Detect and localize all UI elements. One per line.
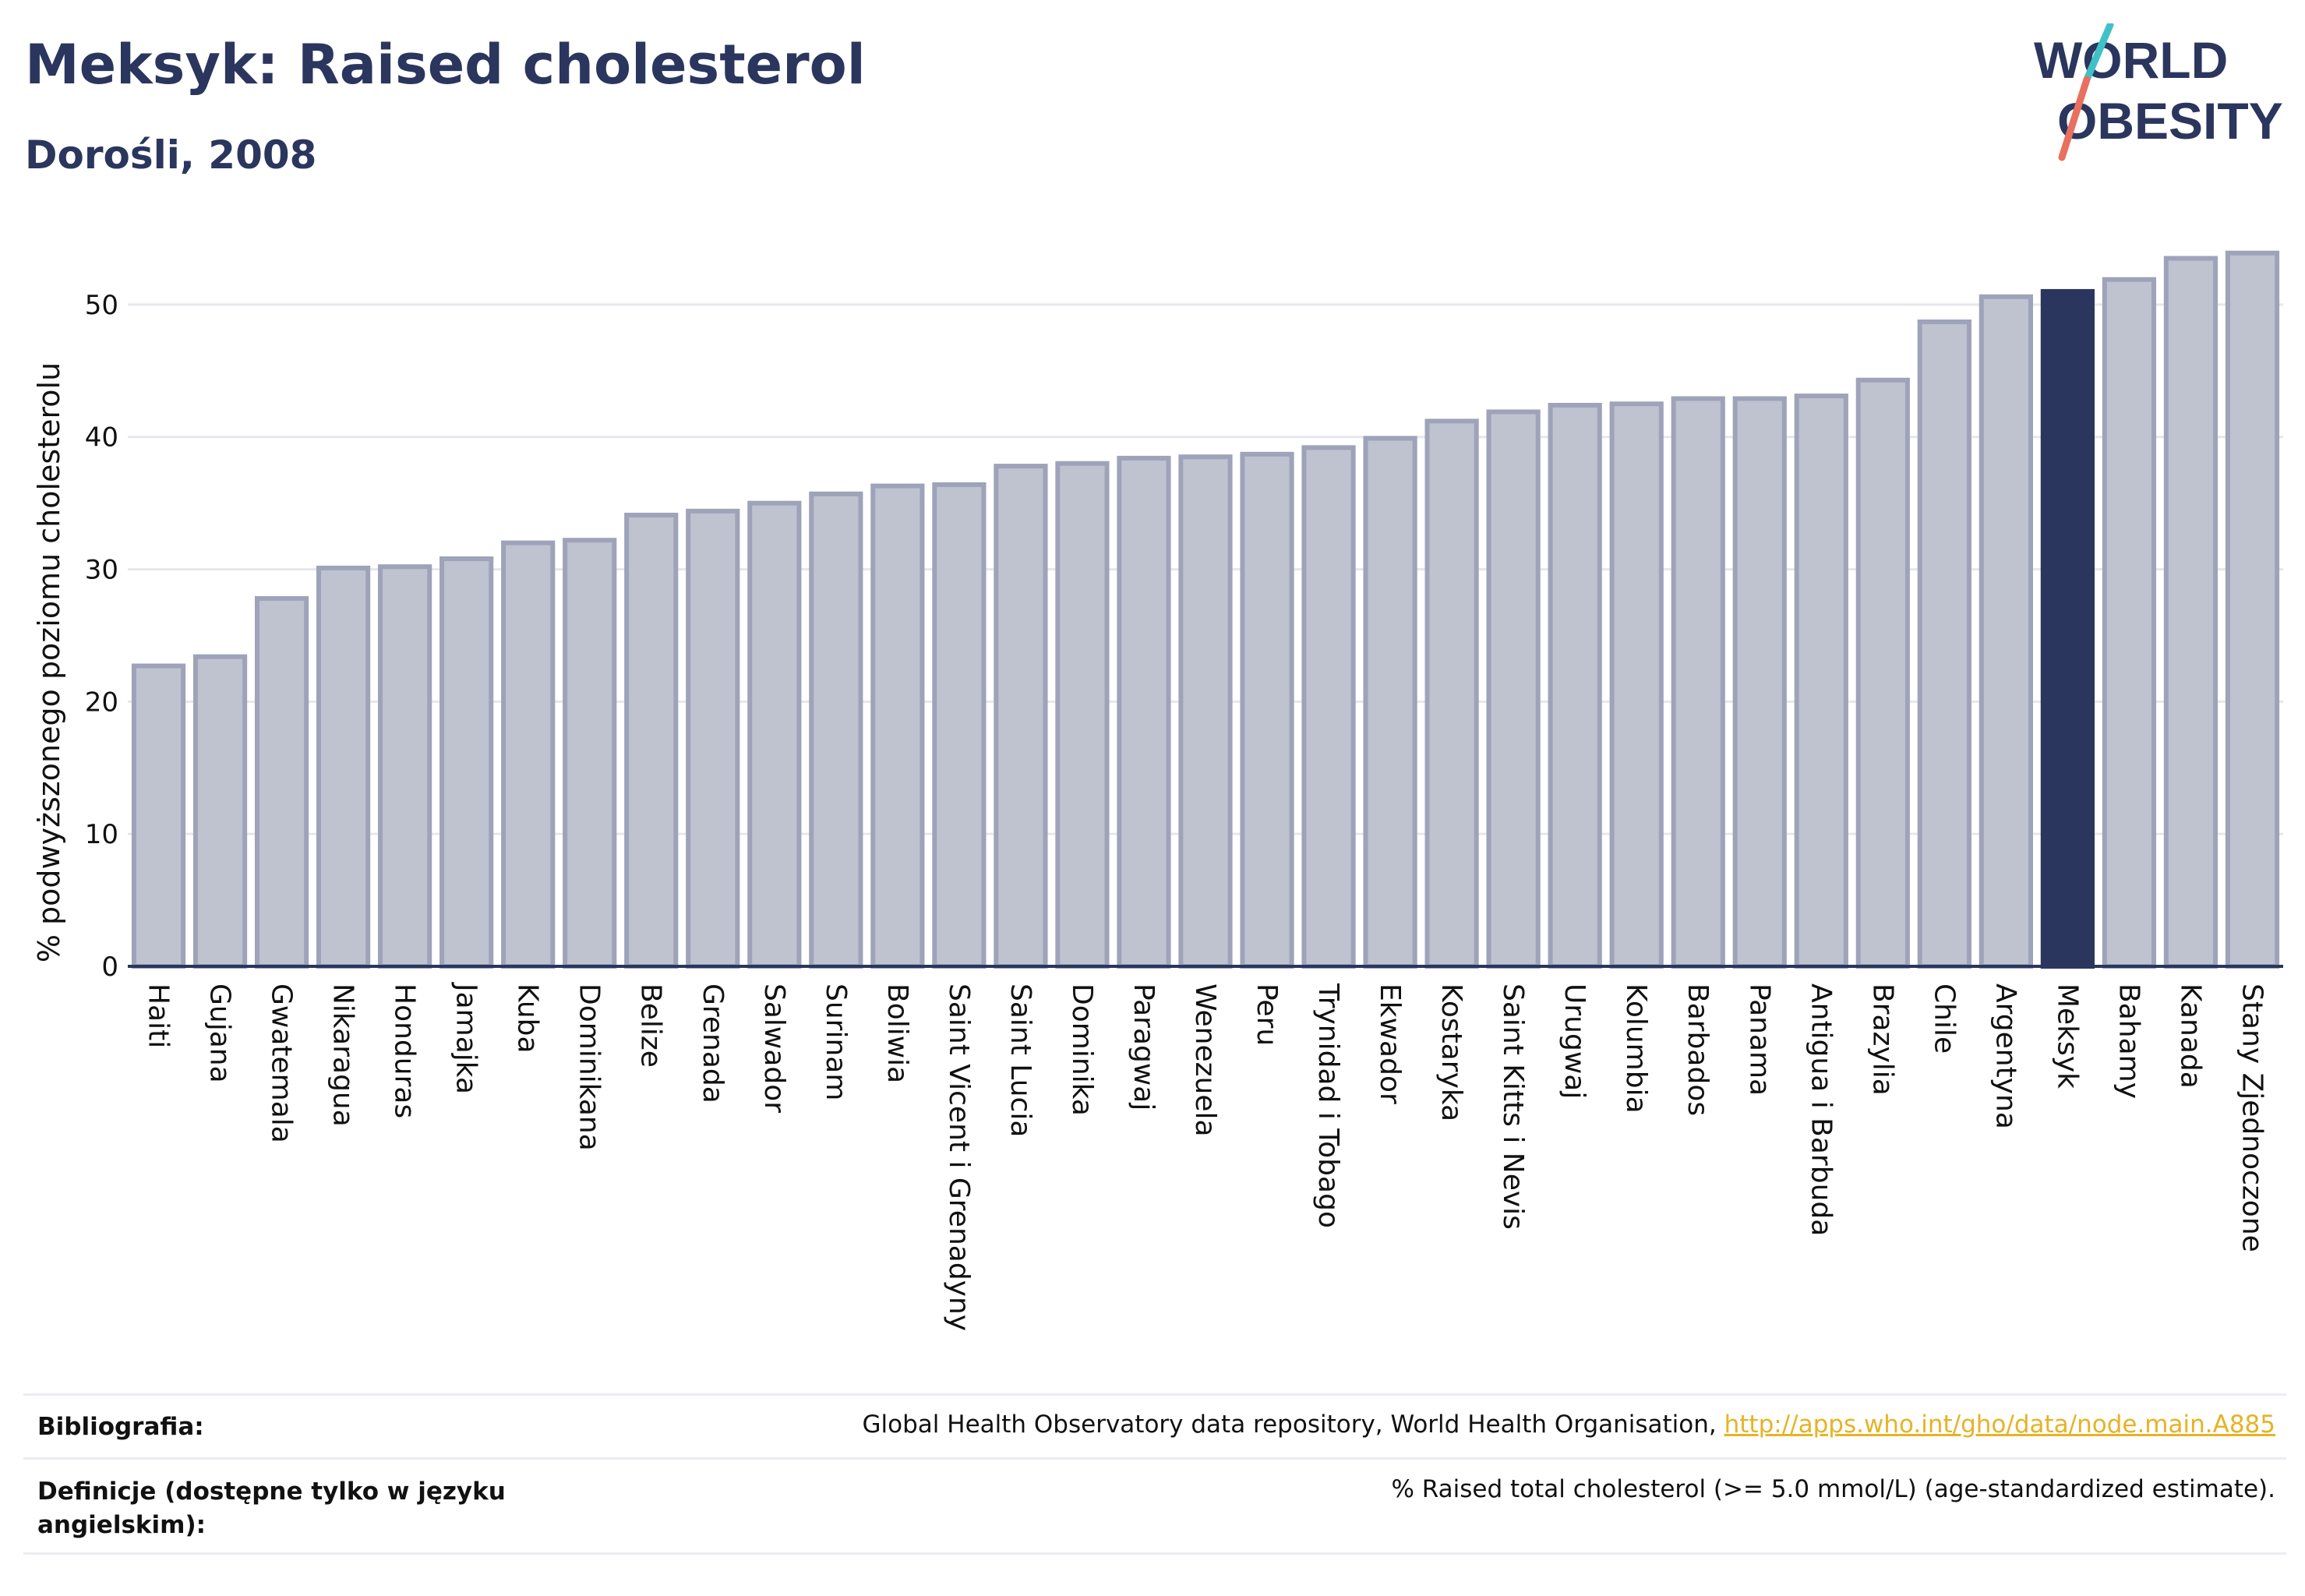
bars xyxy=(131,250,2280,969)
bar-stany-zjednoczone xyxy=(2225,250,2280,969)
x-tick-label: Saint Vicent i Grenadyny xyxy=(943,983,975,1331)
bar-brazylia xyxy=(1855,377,1910,969)
bar-antigua-i-barbuda xyxy=(1794,394,1848,969)
y-tick-label: 20 xyxy=(85,687,118,718)
y-tick-label: 30 xyxy=(85,555,118,586)
x-tick-label: Dominikana xyxy=(574,983,605,1151)
x-tick-label: Ekwador xyxy=(1374,983,1406,1104)
y-axis-label: % podwyższonego poziomu cholesterolu xyxy=(32,362,66,962)
x-tick-label: Argentyna xyxy=(1989,983,2021,1129)
x-tick-label: Dominika xyxy=(1066,983,1098,1116)
bar-gwatemala xyxy=(254,595,309,969)
bibliography-value: Global Health Observatory data repositor… xyxy=(863,1411,2275,1439)
bibliography-text: Global Health Observatory data repositor… xyxy=(862,1411,1724,1439)
x-tick-label: Grenada xyxy=(697,983,729,1103)
bar-panama xyxy=(1732,396,1787,969)
x-tick-label: Gujana xyxy=(204,983,236,1083)
bar-chart: % podwyższonego poziomu cholesterolu 0 10… xyxy=(32,250,2283,1331)
bar-urugwaj xyxy=(1548,402,1602,969)
bar-dominikana xyxy=(563,538,617,969)
x-tick-label: Urugwaj xyxy=(1558,983,1590,1099)
x-tick-label: Belize xyxy=(635,983,667,1068)
bar-grenada xyxy=(686,508,740,969)
y-tick-label: 10 xyxy=(85,819,118,850)
bar-jamajka xyxy=(439,556,494,969)
bar-kolumbia xyxy=(1609,401,1664,969)
logo-text-world: WORLD xyxy=(2034,31,2228,89)
bar-kostaryka xyxy=(1424,418,1479,969)
bar-bahamy xyxy=(2102,277,2157,969)
y-tick-label: 50 xyxy=(85,290,118,321)
x-tick-label: Jamajka xyxy=(450,982,482,1094)
bar-chile xyxy=(1917,319,1971,969)
x-tick-label: Honduras xyxy=(389,983,421,1118)
x-tick-label: Saint Kitts i Nevis xyxy=(1497,983,1529,1230)
bar-honduras xyxy=(378,564,432,969)
footer-divider xyxy=(23,1393,2286,1396)
bar-boliwia xyxy=(870,483,925,969)
x-tick-label: Brazylia xyxy=(1866,983,1898,1096)
y-tick-label: 0 xyxy=(101,952,118,983)
x-tick-label: Meksyk xyxy=(2051,983,2083,1089)
footer-divider xyxy=(23,1552,2286,1555)
y-tick-label: 40 xyxy=(85,422,118,454)
x-tick-label: Kostaryka xyxy=(1435,983,1467,1121)
bar-saint-lucia xyxy=(994,464,1048,969)
bar-saint-kitts-i-nevis xyxy=(1486,409,1541,969)
bar-belize xyxy=(624,512,679,969)
bar-gujana xyxy=(192,654,248,969)
chart-subtitle: Dorośli, 2008 xyxy=(25,132,317,178)
x-tick-label: Kanada xyxy=(2174,983,2206,1089)
x-tick-label: Salwador xyxy=(758,983,790,1113)
x-tick-label: Surinam xyxy=(820,983,852,1100)
logo-text-obesity: OBESITY xyxy=(2057,92,2283,150)
x-tick-label: Stany Zjednoczone xyxy=(2236,983,2268,1252)
definitions-value: % Raised total cholesterol (>= 5.0 mmol/… xyxy=(1391,1475,2275,1503)
x-tick-label: Trynidad i Tobago xyxy=(1312,983,1344,1228)
x-tick-label: Chile xyxy=(1928,983,1960,1054)
bar-nikaragua xyxy=(316,565,371,969)
logo-slash-coral xyxy=(2058,76,2091,161)
x-tick-label: Barbados xyxy=(1682,983,1714,1116)
definitions-label: Definicje (dostępne tylko w języku angie… xyxy=(37,1478,506,1540)
bar-meksyk xyxy=(2040,288,2095,969)
bar-paragwaj xyxy=(1117,455,1171,969)
bar-dominika xyxy=(1055,461,1110,969)
x-tick-label: Wenezuela xyxy=(1189,983,1221,1137)
bar-wenezuela xyxy=(1178,454,1233,969)
world-obesity-logo: WORLD OBESITY xyxy=(2034,23,2283,161)
x-tick-label: Paragwaj xyxy=(1128,983,1160,1110)
x-tick-label: Haiti xyxy=(143,983,175,1048)
bar-kuba xyxy=(501,540,556,969)
x-tick-label: Peru xyxy=(1251,983,1283,1046)
x-tick-label: Kolumbia xyxy=(1620,983,1652,1114)
y-axis-ticks: 0 10 20 30 40 50 xyxy=(85,290,118,983)
bar-trynidad-i-tobago xyxy=(1301,445,1356,969)
x-tick-label: Saint Lucia xyxy=(1004,983,1036,1137)
bar-saint-vicent-i-grenadyny xyxy=(932,482,987,969)
bibliography-link[interactable]: http://apps.who.int/gho/data/node.main.A… xyxy=(1724,1411,2275,1439)
bar-ekwador xyxy=(1363,436,1417,969)
bibliography-label: Bibliografia: xyxy=(37,1413,204,1441)
x-tick-label: Nikaragua xyxy=(327,983,359,1127)
bar-salwador xyxy=(747,500,802,969)
x-tick-label: Boliwia xyxy=(881,983,913,1083)
x-tick-label: Kuba xyxy=(512,983,544,1054)
x-tick-label: Panama xyxy=(1743,983,1775,1096)
x-tick-label: Antigua i Barbuda xyxy=(1805,983,1837,1236)
bar-barbados xyxy=(1671,396,1725,969)
x-tick-label: Bahamy xyxy=(2113,983,2144,1099)
x-tick-label: Gwatemala xyxy=(266,983,298,1143)
chart-title: Meksyk: Raised cholesterol xyxy=(25,33,866,97)
bar-kanada xyxy=(2163,256,2219,969)
bar-peru xyxy=(1240,451,1294,969)
bar-surinam xyxy=(809,491,863,969)
bar-argentyna xyxy=(1978,294,2033,969)
x-axis-labels: Haiti Gujana Gwatemala Nikaragua Honduras Jam… xyxy=(143,982,2268,1331)
footer-divider xyxy=(23,1457,2286,1460)
bar-haiti xyxy=(131,663,186,969)
logo-slash-teal xyxy=(2083,23,2114,83)
